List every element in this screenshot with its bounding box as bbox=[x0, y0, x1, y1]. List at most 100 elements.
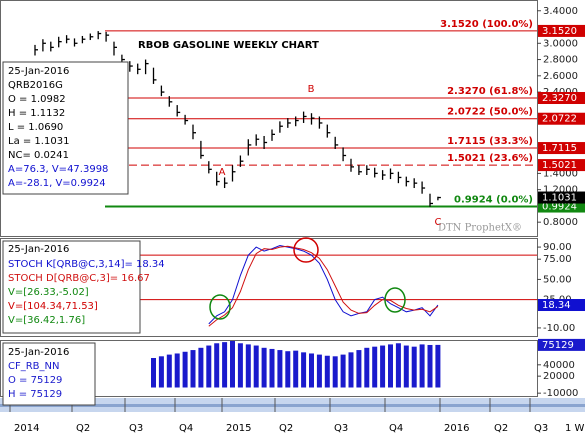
watermark: DTN ProphetX® bbox=[438, 223, 522, 234]
y-tick-label: 2.6000 bbox=[543, 71, 578, 82]
volume-bar bbox=[372, 346, 378, 388]
stoch-line bbox=[208, 245, 439, 327]
y-tick-label: -10.00 bbox=[543, 323, 575, 334]
volume-bar bbox=[293, 350, 299, 388]
y-tick-label: 3.4000 bbox=[543, 6, 578, 17]
info-box bbox=[2, 61, 129, 195]
fib-label: 2.0722 (50.0%) bbox=[447, 107, 533, 118]
volume-bar bbox=[269, 348, 275, 388]
y-tick-label: 2.8000 bbox=[543, 55, 578, 66]
y-tick-label: 90.00 bbox=[543, 242, 572, 253]
x-tick-label: Q2 bbox=[494, 423, 508, 434]
info-text: V=[104.34,71.53] bbox=[8, 301, 98, 312]
x-tick-label: 2015 bbox=[226, 423, 251, 434]
last-value-box bbox=[538, 299, 585, 312]
volume-bar bbox=[380, 345, 386, 388]
x-tick-label: Q3 bbox=[534, 423, 548, 434]
x-tick-label: Q3 bbox=[129, 423, 143, 434]
info-text: La = 1.1031 bbox=[8, 136, 69, 147]
x-tick-label: Q4 bbox=[389, 423, 403, 434]
fib-value-box bbox=[538, 200, 585, 213]
volume-bar bbox=[230, 341, 235, 388]
fib-value-label: 0.9924 bbox=[542, 202, 577, 213]
y-tick-label: 40000 bbox=[543, 360, 575, 371]
volume-bar bbox=[261, 347, 267, 388]
legend-box bbox=[2, 240, 141, 334]
last-value-label: 18.34 bbox=[542, 300, 571, 311]
last-value-label: 75129 bbox=[542, 340, 574, 351]
x-tick-label: 2016 bbox=[444, 423, 469, 434]
volume-bar bbox=[174, 353, 180, 388]
volume-bar bbox=[435, 344, 441, 388]
fib-label: 0.9924 (0.0%) bbox=[454, 195, 533, 206]
volume-bar bbox=[419, 344, 425, 388]
x-tick-label: Q4 bbox=[179, 423, 193, 434]
y-tick-label: 50.00 bbox=[543, 274, 572, 285]
volume-bar bbox=[340, 354, 346, 388]
volume-bar bbox=[190, 350, 196, 388]
volume-bar bbox=[427, 344, 433, 388]
volume-bar bbox=[151, 358, 156, 388]
volume-bar bbox=[222, 342, 228, 388]
info-text: V=[26.33,-5.02] bbox=[8, 287, 89, 298]
last-value-box bbox=[538, 191, 585, 204]
fib-value-box bbox=[538, 142, 585, 155]
volume-bar bbox=[403, 345, 409, 388]
info-text: NC= 0.0241 bbox=[8, 150, 69, 161]
fib-label: 1.7115 (33.3%) bbox=[447, 136, 533, 147]
volume-bar bbox=[182, 351, 188, 388]
fib-label: 1.5021 (23.6%) bbox=[447, 153, 533, 164]
fib-label: 3.1520 (100.0%) bbox=[440, 19, 533, 30]
highlight-circle bbox=[293, 237, 319, 263]
volume-bar bbox=[253, 345, 259, 388]
x-tick-label: Q2 bbox=[76, 423, 90, 434]
info-text: O = 75129 bbox=[8, 375, 62, 386]
y-tick-label: 75.00 bbox=[543, 254, 572, 265]
info-text: O = 1.0982 bbox=[8, 94, 66, 105]
last-value-label: 1.1031 bbox=[542, 193, 577, 204]
time-strip-band bbox=[0, 404, 585, 407]
y-tick-label: 1.2000 bbox=[543, 185, 578, 196]
volume-bar bbox=[158, 356, 164, 388]
y-tick-label: 0.8000 bbox=[543, 217, 578, 228]
volume-bar bbox=[214, 343, 220, 388]
volume-bar bbox=[411, 346, 417, 388]
info-text: H = 75129 bbox=[8, 389, 62, 400]
volume-bar bbox=[277, 350, 283, 388]
fib-value-box bbox=[538, 92, 585, 105]
fib-label: 2.3270 (61.8%) bbox=[447, 86, 533, 97]
x-tick-label: Q3 bbox=[334, 423, 348, 434]
info-text: A=76.3, V=47.3998 bbox=[8, 164, 108, 175]
fib-value-box bbox=[538, 112, 585, 125]
fib-value-label: 1.7115 bbox=[542, 143, 577, 154]
info-text: 25-Jan-2016 bbox=[8, 244, 69, 255]
volume-bar bbox=[348, 352, 354, 388]
info-box bbox=[2, 342, 96, 406]
annotation: A bbox=[219, 167, 226, 178]
volume-bar bbox=[324, 355, 330, 388]
info-text: A=-28.1, V=0.9924 bbox=[8, 178, 106, 189]
plot-layer: 3.40003.00002.80002.60002.40001.40001.20… bbox=[2, 6, 585, 434]
period-label: 1 Wk bbox=[565, 423, 585, 434]
y-tick-label: 3.0000 bbox=[543, 38, 578, 49]
legend-entry: STOCH K[QRB@C,3,14]= 18.34 bbox=[8, 259, 165, 270]
x-tick-label: Q2 bbox=[279, 423, 293, 434]
highlight-circle bbox=[384, 287, 406, 313]
fib-value-label: 1.5021 bbox=[542, 160, 577, 171]
volume-bar bbox=[364, 347, 370, 388]
info-text: L = 1.0690 bbox=[8, 122, 63, 133]
volume-bar bbox=[316, 354, 322, 388]
annotation: B bbox=[308, 84, 315, 95]
volume-bar bbox=[206, 345, 212, 388]
last-value-box bbox=[538, 338, 585, 351]
annotation: C bbox=[435, 217, 442, 228]
volume-bar bbox=[166, 354, 172, 388]
y-tick-label: 20000 bbox=[543, 371, 575, 382]
legend-entry: STOCH D[QRB@C,3]= 16.67 bbox=[8, 273, 150, 284]
info-text: 25-Jan-2016 bbox=[8, 347, 69, 358]
highlight-circle bbox=[209, 294, 231, 320]
x-tick-label: 2014 bbox=[14, 423, 39, 434]
fib-value-box bbox=[538, 159, 585, 172]
